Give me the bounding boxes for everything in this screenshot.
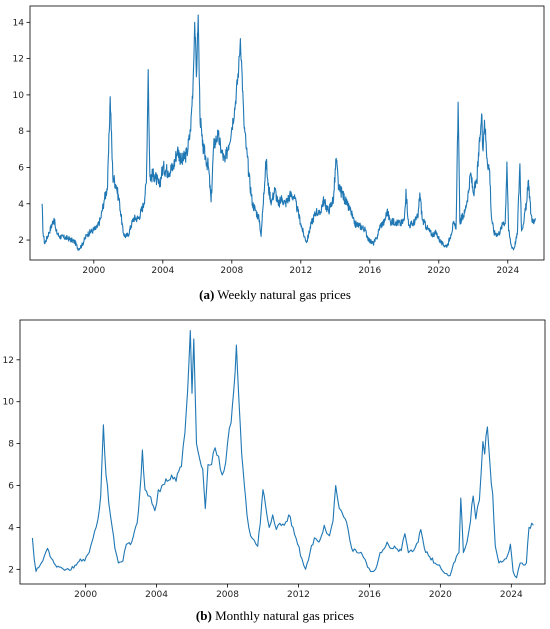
plot-frame	[19, 319, 546, 585]
y-tick-label: 2	[8, 565, 14, 575]
caption-monthly-text: Monthly natural gas prices	[211, 608, 355, 623]
monthly-chart-panel: 2000 2004 2008 2012 2016 2020 2024 2 4 6 8 10 12	[0, 312, 550, 629]
y-tick-label: 6	[18, 163, 24, 173]
weekly-chart: 2000 2004 2008 2012 2016 2020 2024 2 4 6 8 10 12 14	[13, 5, 545, 276]
x-tick-label: 2020	[429, 590, 452, 600]
x-tick-label: 2008	[220, 266, 243, 276]
x-tick-label: 2020	[427, 266, 450, 276]
x-tick-label: 2004	[145, 590, 168, 600]
y-tick-label: 4	[18, 200, 24, 210]
monthly-chart: 2000 2004 2008 2012 2016 2020 2024 2 4 6 8 10 12	[3, 319, 546, 600]
y-tick-label: 2	[18, 236, 24, 246]
axis-ticks: 2000 2004 2008 2012 2016 2020 2024 2 4 6 8 10 12	[3, 356, 523, 600]
x-tick-label: 2008	[216, 590, 239, 600]
y-tick-label: 10	[13, 91, 25, 101]
caption-monthly: (b) Monthly natural gas prices	[0, 608, 550, 624]
weekly-price-line	[41, 14, 536, 251]
x-tick-label: 2024	[500, 590, 523, 600]
caption-weekly-letter: (a)	[199, 287, 215, 302]
x-tick-label: 2012	[289, 266, 312, 276]
y-tick-label: 12	[13, 55, 24, 65]
x-tick-label: 2016	[358, 590, 381, 600]
y-tick-label: 10	[3, 398, 15, 408]
y-tick-label: 12	[3, 356, 14, 366]
x-tick-label: 2024	[496, 266, 519, 276]
y-tick-label: 8	[8, 440, 14, 450]
caption-weekly: (a) Weekly natural gas prices	[0, 287, 550, 303]
x-tick-label: 2000	[82, 266, 105, 276]
x-tick-label: 2016	[358, 266, 381, 276]
y-tick-label: 8	[18, 127, 24, 137]
axis-ticks: 2000 2004 2008 2012 2016 2020 2024 2 4 6 8 10 12 14	[13, 18, 520, 276]
caption-weekly-text: Weekly natural gas prices	[214, 287, 351, 302]
caption-monthly-letter: (b)	[195, 608, 212, 623]
y-tick-label: 4	[8, 523, 14, 533]
y-tick-label: 6	[8, 482, 14, 492]
x-tick-label: 2000	[74, 590, 97, 600]
x-tick-label: 2012	[287, 590, 310, 600]
weekly-chart-panel: 2000 2004 2008 2012 2016 2020 2024 2 4 6 8 10 12 14 (…	[0, 0, 550, 310]
plot-frame	[29, 5, 545, 261]
monthly-price-line	[31, 329, 534, 579]
x-tick-label: 2004	[151, 266, 174, 276]
y-tick-label: 14	[13, 18, 25, 28]
